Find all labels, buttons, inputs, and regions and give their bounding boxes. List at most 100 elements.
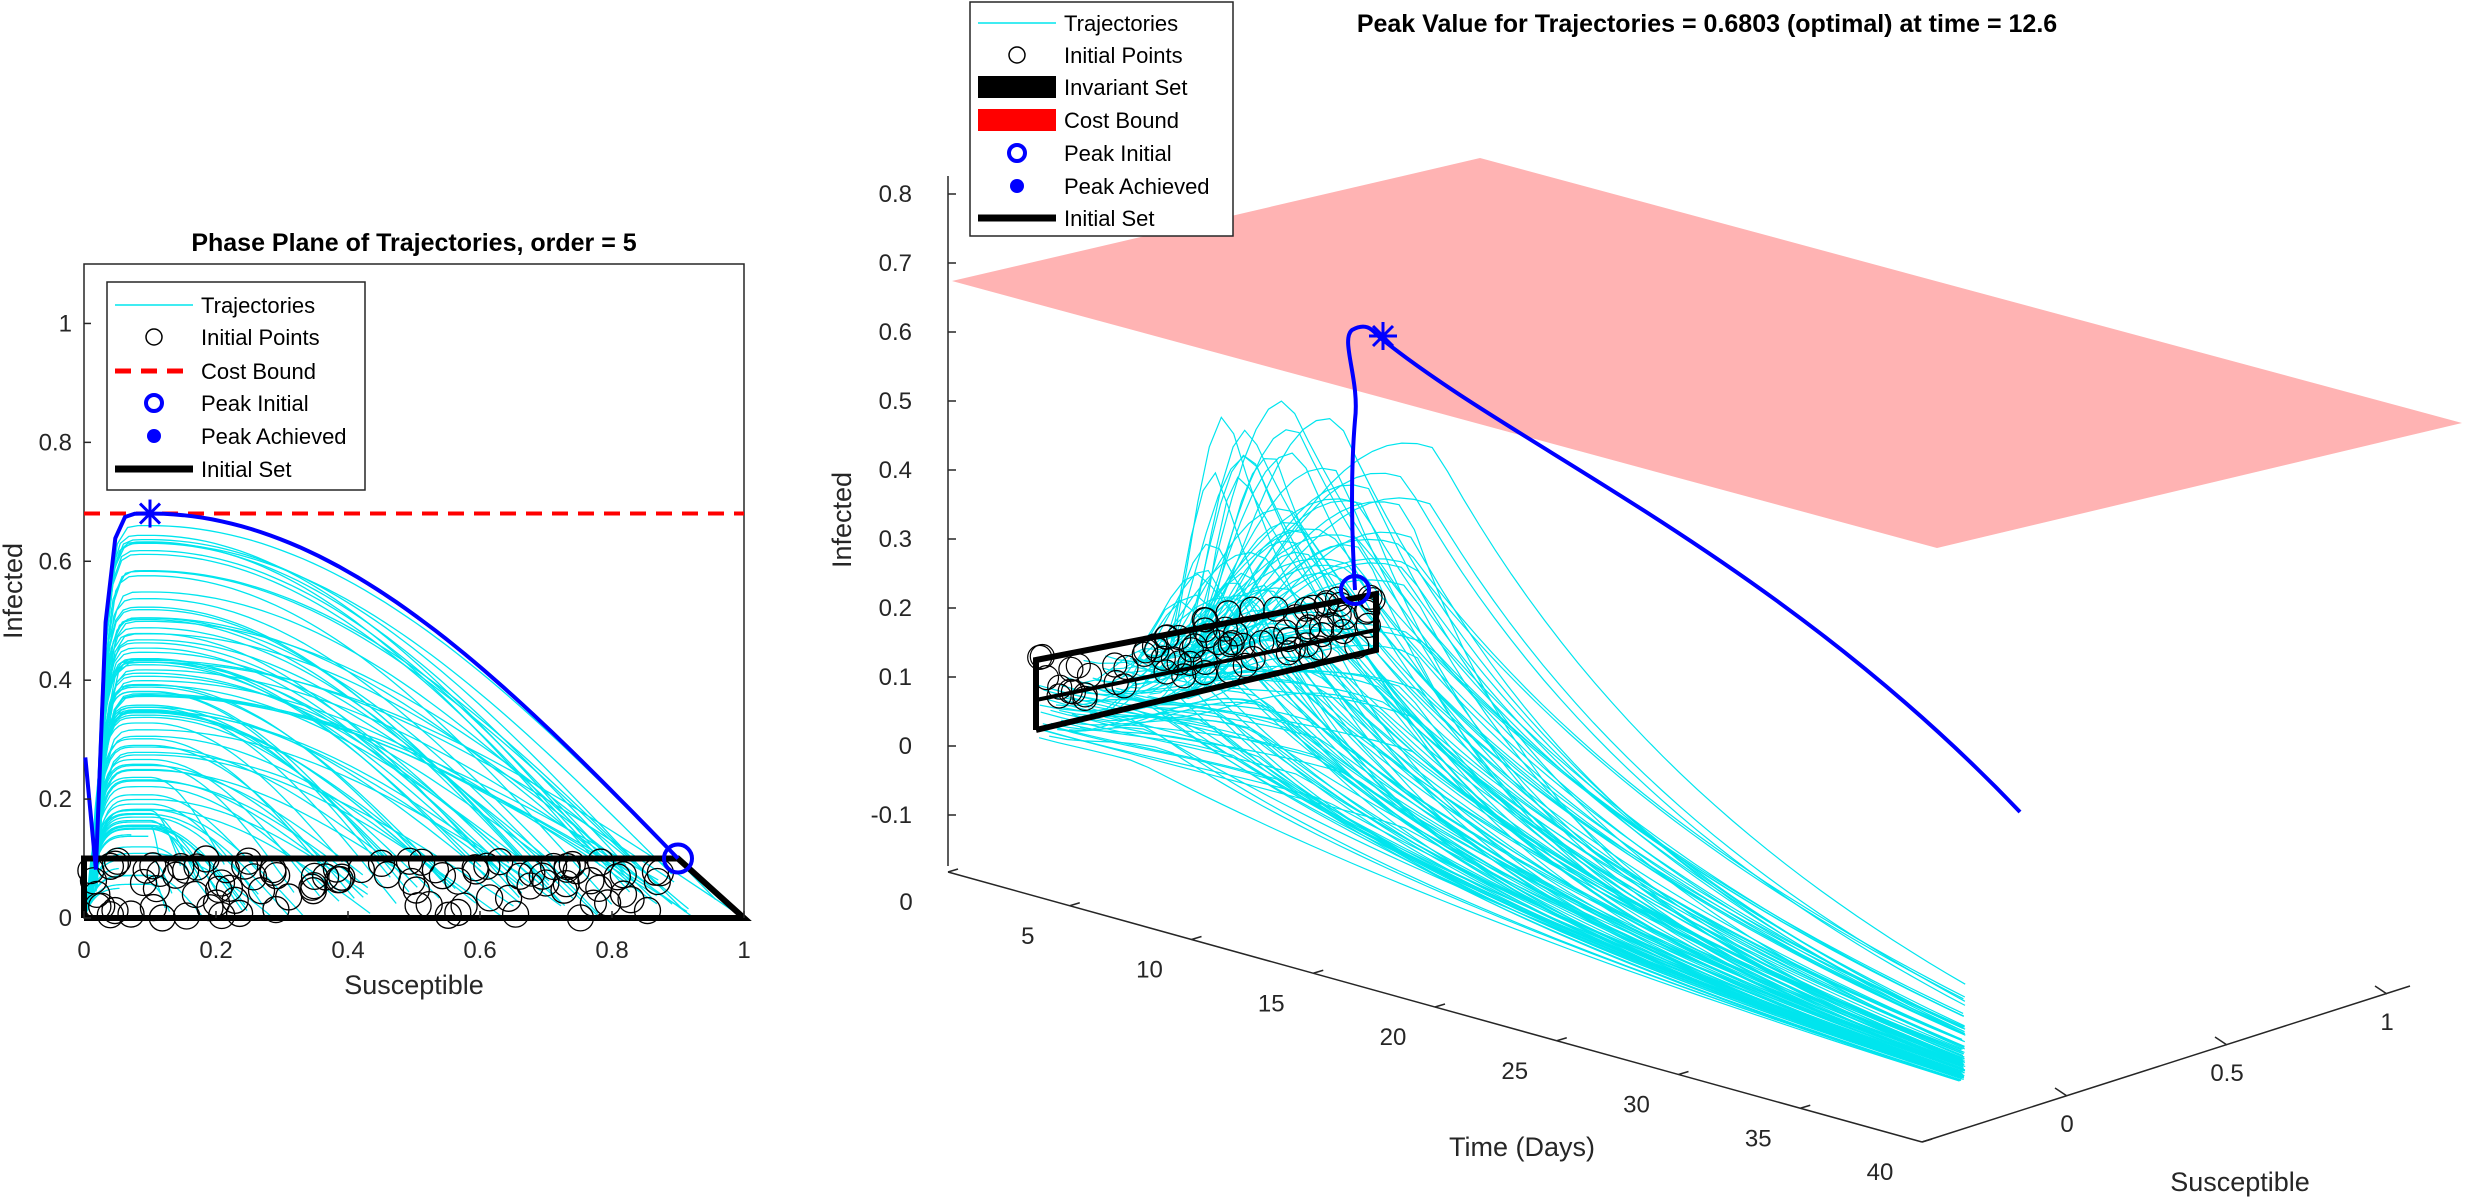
initial-point-3d [1263, 596, 1289, 622]
initial-point-3d [1344, 633, 1370, 659]
time-tick-mark [1556, 1037, 1567, 1042]
initial-point-3d [1046, 683, 1072, 709]
trajectory-curve [92, 675, 552, 890]
trajectory-3d-curve [1172, 529, 1965, 1071]
initial-point [579, 889, 608, 917]
trajectory-3d-curve [1140, 528, 1964, 1014]
initial-point [117, 900, 145, 928]
initial-point [528, 862, 557, 890]
initial-point-3d [1212, 636, 1239, 662]
y-tick-label: 0.8 [39, 429, 72, 456]
peak-star-stroke [1371, 324, 1395, 348]
trajectory-curve [92, 606, 545, 883]
initial-point [404, 892, 432, 920]
initial-point [167, 852, 195, 881]
initial-point [83, 880, 111, 909]
initial-point [450, 892, 478, 920]
initial-point-3d [1171, 663, 1197, 689]
trajectory-curve [93, 627, 574, 899]
initial-point-3d [1153, 659, 1179, 685]
initial-point [172, 902, 201, 930]
initial-point [231, 852, 259, 880]
susceptible-tick-label: 0 [2060, 1111, 2073, 1138]
trajectory-3d-curve [1181, 551, 1965, 1033]
infected-tick-label: 0.7 [879, 250, 912, 277]
trajectory-curve [90, 711, 444, 894]
trajectory-3d-legend: Trajectories Initial Points Invariant Se… [969, 1, 1234, 237]
initial-point [475, 884, 504, 912]
trajectory-curve [87, 813, 288, 915]
trajectory-curve [87, 808, 305, 917]
initial-point-3d [1258, 626, 1285, 653]
initial-point [402, 876, 430, 904]
trajectory-curve [93, 534, 610, 873]
trajectory-curve [94, 538, 657, 885]
infected-axis-ticks: -0.1 0 0.1 0.2 0.3 0.4 0.5 0.6 0.7 0.8 [871, 181, 956, 829]
susceptible-tick-mark [2374, 985, 2388, 995]
initial-point [322, 855, 351, 883]
initial-point [247, 877, 276, 905]
initial-point [129, 868, 158, 897]
x-tick-label: 0.8 [595, 937, 628, 964]
initial-point [444, 898, 472, 927]
infected-tick-label: 0 [899, 733, 912, 760]
initial-point [347, 855, 376, 884]
legend-label-initial-set: Initial Set [1064, 206, 1155, 231]
trajectory-3d-curve [1194, 472, 1966, 1006]
initial-point-3d [1217, 631, 1243, 658]
trajectory-curve [86, 825, 243, 911]
peak-trajectory-curve [83, 511, 680, 870]
trajectory-3d-title: Peak Value for Trajectories = 0.6803 (op… [1357, 10, 2057, 38]
initial-point [577, 867, 605, 895]
time-tick-mark [1434, 1003, 1446, 1008]
peak-achieved-marker-3d [1369, 322, 1397, 350]
legend-swatch-peak-initial [144, 393, 164, 413]
initial-point-3d [1047, 674, 1073, 700]
initial-point [208, 901, 236, 930]
legend-swatch-peak-initial [1007, 143, 1027, 163]
trajectory-curve [92, 661, 536, 888]
trajectory-curve [90, 714, 437, 894]
legend-swatch-cost-bound [978, 109, 1056, 131]
initial-point-3d [1318, 611, 1344, 638]
trajectory-3d-curves [1037, 400, 1966, 1082]
initial-set-outline [81, 855, 752, 921]
trajectory-3d-curve [1050, 709, 1961, 1062]
trajectory-3d-curve [1156, 534, 1964, 1017]
time-tick-mark [1313, 969, 1324, 974]
trajectory-3d-curve [1179, 639, 1965, 1053]
infected-tick-label: 0.3 [879, 526, 912, 553]
trajectory-curve [84, 887, 120, 915]
initial-point [494, 884, 523, 912]
trajectory-curve [95, 542, 673, 875]
initial-point-3d [1192, 617, 1218, 643]
initial-point-3d [1300, 594, 1326, 620]
legend-swatch-peak-achieved [1010, 179, 1024, 193]
legend-label-initial-points: Initial Points [201, 325, 320, 350]
initial-point [558, 850, 586, 879]
initial-point-3d [1027, 644, 1053, 671]
trajectory-curve [86, 803, 264, 907]
initial-point-3d [1306, 635, 1332, 661]
initial-point [215, 874, 244, 902]
initial-point-3d [1029, 643, 1055, 670]
legend-label-peak-achieved: Peak Achieved [201, 424, 347, 449]
time-tick-label: 40 [1867, 1159, 1894, 1186]
trajectory-3d-curve [1199, 442, 1966, 985]
initial-point [553, 852, 581, 881]
trajectory-curve [92, 618, 563, 904]
initial-point [139, 893, 168, 922]
initial-point-3d [1330, 618, 1357, 645]
initial-point [415, 890, 443, 919]
phase-plane-y-ticks: 0 0.2 0.4 0.6 0.8 1 [39, 310, 91, 932]
trajectory-curve [92, 647, 523, 894]
initial-point [77, 856, 105, 885]
x-tick-label: 0.4 [331, 937, 364, 964]
initial-points [77, 845, 675, 932]
trajectory-curve [88, 764, 364, 900]
initial-point-3d [1280, 636, 1306, 663]
x-tick-label: 1 [737, 937, 750, 964]
initial-point [506, 862, 534, 890]
initial-point [324, 866, 352, 894]
